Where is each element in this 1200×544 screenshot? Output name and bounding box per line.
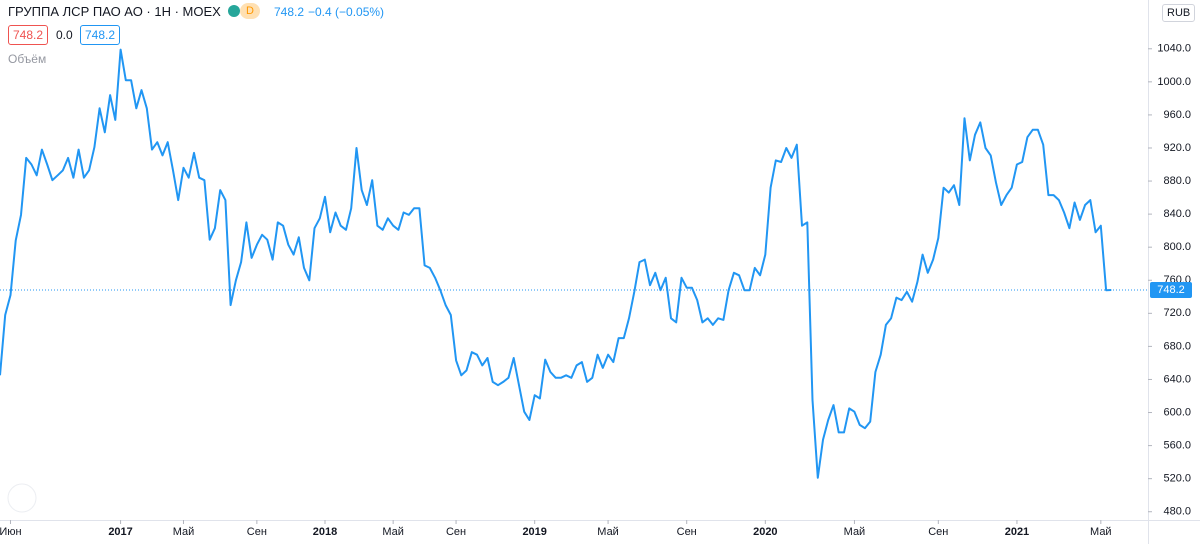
x-tick-label: Май	[844, 526, 866, 538]
last-price-box	[1150, 282, 1192, 299]
y-tick-label: 840.0	[1163, 208, 1191, 220]
x-tick-label: Май	[597, 526, 619, 538]
y-tick-label: 880.0	[1163, 175, 1191, 187]
close-box: 748.2	[80, 25, 121, 45]
x-tick-label: Май	[1090, 526, 1112, 538]
x-tick-label: Май	[382, 526, 404, 538]
open-box: 748.2	[8, 25, 49, 45]
x-tick-label: 2018	[313, 526, 337, 538]
x-tick-label: 2017	[108, 526, 132, 538]
last-price-label: 748.2	[1157, 284, 1185, 296]
y-tick-label: 1040.0	[1157, 43, 1191, 55]
price-line	[0, 48, 1112, 479]
x-tick-label: 2019	[522, 526, 546, 538]
y-tick-label: 680.0	[1163, 340, 1191, 352]
x-tick-label: Май	[173, 526, 195, 538]
x-tick-label: 2020	[753, 526, 777, 538]
x-tick-label: Сен	[928, 526, 948, 538]
chart-title: ГРУППА ЛСР ПАО АО · 1Н · MOEX	[8, 4, 221, 19]
y-tick-label: 600.0	[1163, 406, 1191, 418]
y-tick-label: 480.0	[1163, 506, 1191, 518]
change: −0.4 (−0.05%)	[308, 5, 385, 19]
y-tick-label: 560.0	[1163, 440, 1191, 452]
y-tick-label: 720.0	[1163, 307, 1191, 319]
x-tick-label: Июн	[0, 526, 22, 538]
mid-value: 0.0	[56, 28, 73, 42]
y-tick-label: 1000.0	[1157, 76, 1191, 88]
currency[interactable]: RUB	[1162, 4, 1196, 22]
volume-label: Объём	[8, 52, 47, 66]
x-tick-label: 2021	[1005, 526, 1029, 538]
y-tick-label: 920.0	[1163, 142, 1191, 154]
quote: 748.2	[274, 5, 305, 19]
status-dot	[228, 5, 240, 17]
badge: D	[240, 3, 260, 19]
x-tick-label: Сен	[677, 526, 697, 538]
y-tick-label: 960.0	[1163, 109, 1191, 121]
y-tick-label: 640.0	[1163, 373, 1191, 385]
x-tick-label: Сен	[247, 526, 267, 538]
y-tick-label: 520.0	[1163, 473, 1191, 485]
x-tick-label: Сен	[446, 526, 466, 538]
y-tick-label: 800.0	[1163, 241, 1191, 253]
logo	[7, 483, 37, 513]
